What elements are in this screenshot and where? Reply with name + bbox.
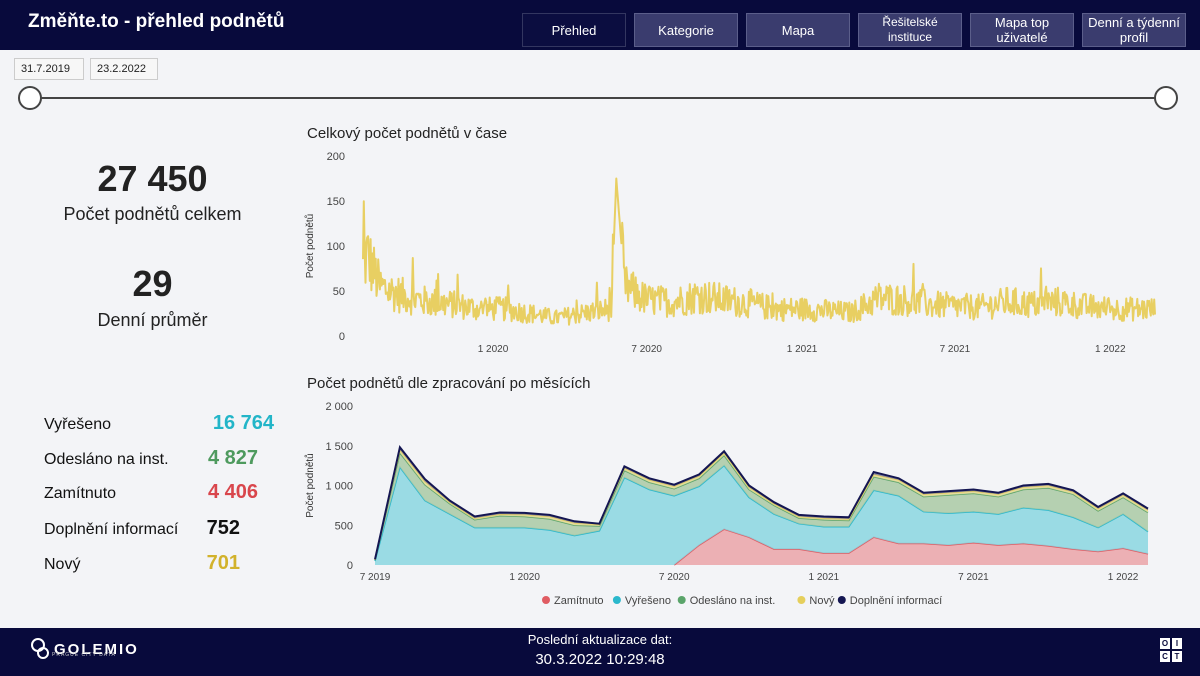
legend-label: Doplnění informací <box>850 595 942 607</box>
status-value: 4 827 <box>207 447 258 469</box>
date-slider-start-handle[interactable] <box>18 86 42 110</box>
monthly-chart-title: Počet podnětů dle zpracování po měsících <box>307 375 591 392</box>
legend-label: Odesláno na inst. <box>690 595 776 607</box>
monthly-y-tick-label: 0 <box>347 560 353 572</box>
date-end-input[interactable]: 23.2.2022 <box>90 58 158 80</box>
legend-marker <box>677 596 686 604</box>
status-value: 16 764 <box>212 412 274 434</box>
status-value: 4 406 <box>207 481 258 503</box>
tab-mapa[interactable]: Mapa <box>746 13 850 47</box>
oict-letter: C <box>1160 651 1170 662</box>
area-fill-2 <box>375 452 1148 561</box>
daily-series-line <box>362 177 1156 326</box>
tab-denni-tydenni-profil[interactable]: Denní a týdenní profil <box>1082 13 1186 47</box>
daily-y-axis-label: Počet podnětů <box>304 214 316 279</box>
total-count-value: 27 450 <box>97 158 208 199</box>
daily-y-tick-label: 100 <box>327 241 345 253</box>
date-slider-end-handle[interactable] <box>1154 86 1178 110</box>
golemio-logo-icon <box>31 638 49 659</box>
tab-kategorie[interactable]: Kategorie <box>634 13 738 47</box>
status-row-zamitnuto: Zamítnuto 4 406 <box>44 481 274 507</box>
status-row-doplneni: Doplnění informací 752 <box>44 517 274 543</box>
legend-label: Vyřešeno <box>625 595 671 607</box>
tab-prehled[interactable]: Přehled <box>522 13 626 47</box>
daily-x-tick-label: 7 2020 <box>631 344 662 355</box>
status-label: Odesláno na inst. <box>44 451 169 468</box>
tab-resitelske-instituce[interactable]: Řešitelské instituce <box>858 13 962 47</box>
last-update-label: Poslední aktualizace dat: <box>527 632 673 647</box>
status-row-vyreseno: Vyřešeno 16 764 <box>44 412 274 438</box>
oict-letter: O <box>1160 638 1170 649</box>
status-row-novy: Nový 701 <box>44 552 274 578</box>
golemio-logo: GOLEMIO <box>30 636 139 662</box>
oict-logo: O I C T <box>1160 638 1182 662</box>
legend-item: Doplnění informací <box>837 595 942 607</box>
legend-item: Odesláno na inst. <box>677 595 776 607</box>
monthly-y-tick-label: 500 <box>335 520 353 532</box>
legend-item: Zamítnuto <box>542 595 604 607</box>
status-label: Vyřešeno <box>44 416 111 433</box>
monthly-y-tick-label: 1 000 <box>325 481 353 493</box>
legend-item: Vyřešeno <box>612 595 671 607</box>
status-value: 701 <box>206 552 240 574</box>
monthly-x-tick-label: 1 2020 <box>509 572 540 583</box>
daily-x-tick-label: 7 2021 <box>940 344 971 355</box>
date-slider-track[interactable] <box>30 97 1166 99</box>
daily-x-tick-label: 1 2021 <box>787 344 818 355</box>
daily-x-tick-label: 1 2022 <box>1095 344 1126 355</box>
date-start-input[interactable]: 31.7.2019 <box>14 58 84 80</box>
monthly-x-tick-label: 7 2020 <box>659 572 690 583</box>
daily-chart-title: Celkový počet podnětů v čase <box>307 125 508 142</box>
legend-label: Nový <box>809 595 835 607</box>
legend-marker <box>837 596 846 604</box>
monthly-y-axis-label: Počet podnětů <box>304 453 316 518</box>
daily-y-tick-label: 50 <box>333 286 345 298</box>
daily-average-label: Denní průměr <box>97 310 208 330</box>
charts-canvas: 0 50 100 150 200 1 2020 7 2020 1 2021 7 2021 1 20… <box>304 151 1156 607</box>
monthly-x-tick-label: 1 2021 <box>809 572 840 583</box>
legend-marker <box>797 596 806 604</box>
logo-subtitle: PRAGUE CITY DATA <box>52 652 116 658</box>
total-count-label: Počet podnětů celkem <box>63 204 242 224</box>
oict-letter: I <box>1172 638 1182 649</box>
area-line-4 <box>374 445 1149 560</box>
logo-text: GOLEMIO <box>54 640 139 658</box>
status-label: Doplnění informací <box>44 521 179 538</box>
legend-label: Zamítnuto <box>554 595 604 607</box>
monthly-x-tick-label: 1 2022 <box>1108 572 1139 583</box>
daily-x-tick-label: 1 2020 <box>478 344 509 355</box>
status-value: 752 <box>206 517 240 539</box>
daily-average-value: 29 <box>132 263 173 304</box>
main-content: 31.7.2019 23.2.2022 27 450 Počet podnětů… <box>0 50 1200 628</box>
monthly-x-tick-label: 7 2021 <box>958 572 989 583</box>
tab-mapa-top-uzivatele[interactable]: Mapa top uživatelé <box>970 13 1074 47</box>
oict-letter: T <box>1172 651 1182 662</box>
header-bar: Změňte.to - přehled podnětů Přehled Kate… <box>0 0 1200 50</box>
daily-y-tick-label: 150 <box>327 196 345 208</box>
legend-marker <box>542 596 550 604</box>
daily-y-tick-label: 200 <box>327 151 345 163</box>
legend-item: Nový <box>797 595 835 607</box>
area-fill-0 <box>674 529 1148 565</box>
monthly-y-tick-label: 2 000 <box>325 401 353 413</box>
page-title: Změňte.to - přehled podnětů <box>28 11 285 32</box>
monthly-y-tick-label: 1 500 <box>325 441 353 453</box>
daily-y-tick-label: 0 <box>339 331 345 343</box>
status-label: Nový <box>44 556 81 573</box>
status-label: Zamítnuto <box>44 485 117 502</box>
monthly-x-tick-label: 7 2019 <box>360 572 391 583</box>
last-update-value: 30.3.2022 10:29:48 <box>535 651 665 668</box>
area-fill-1 <box>375 465 1148 565</box>
status-row-odeslano: Odesláno na inst. 4 827 <box>44 447 274 473</box>
legend-marker <box>612 596 621 604</box>
footer-bar: GOLEMIO PRAGUE CITY DATA Poslední aktual… <box>0 628 1200 676</box>
